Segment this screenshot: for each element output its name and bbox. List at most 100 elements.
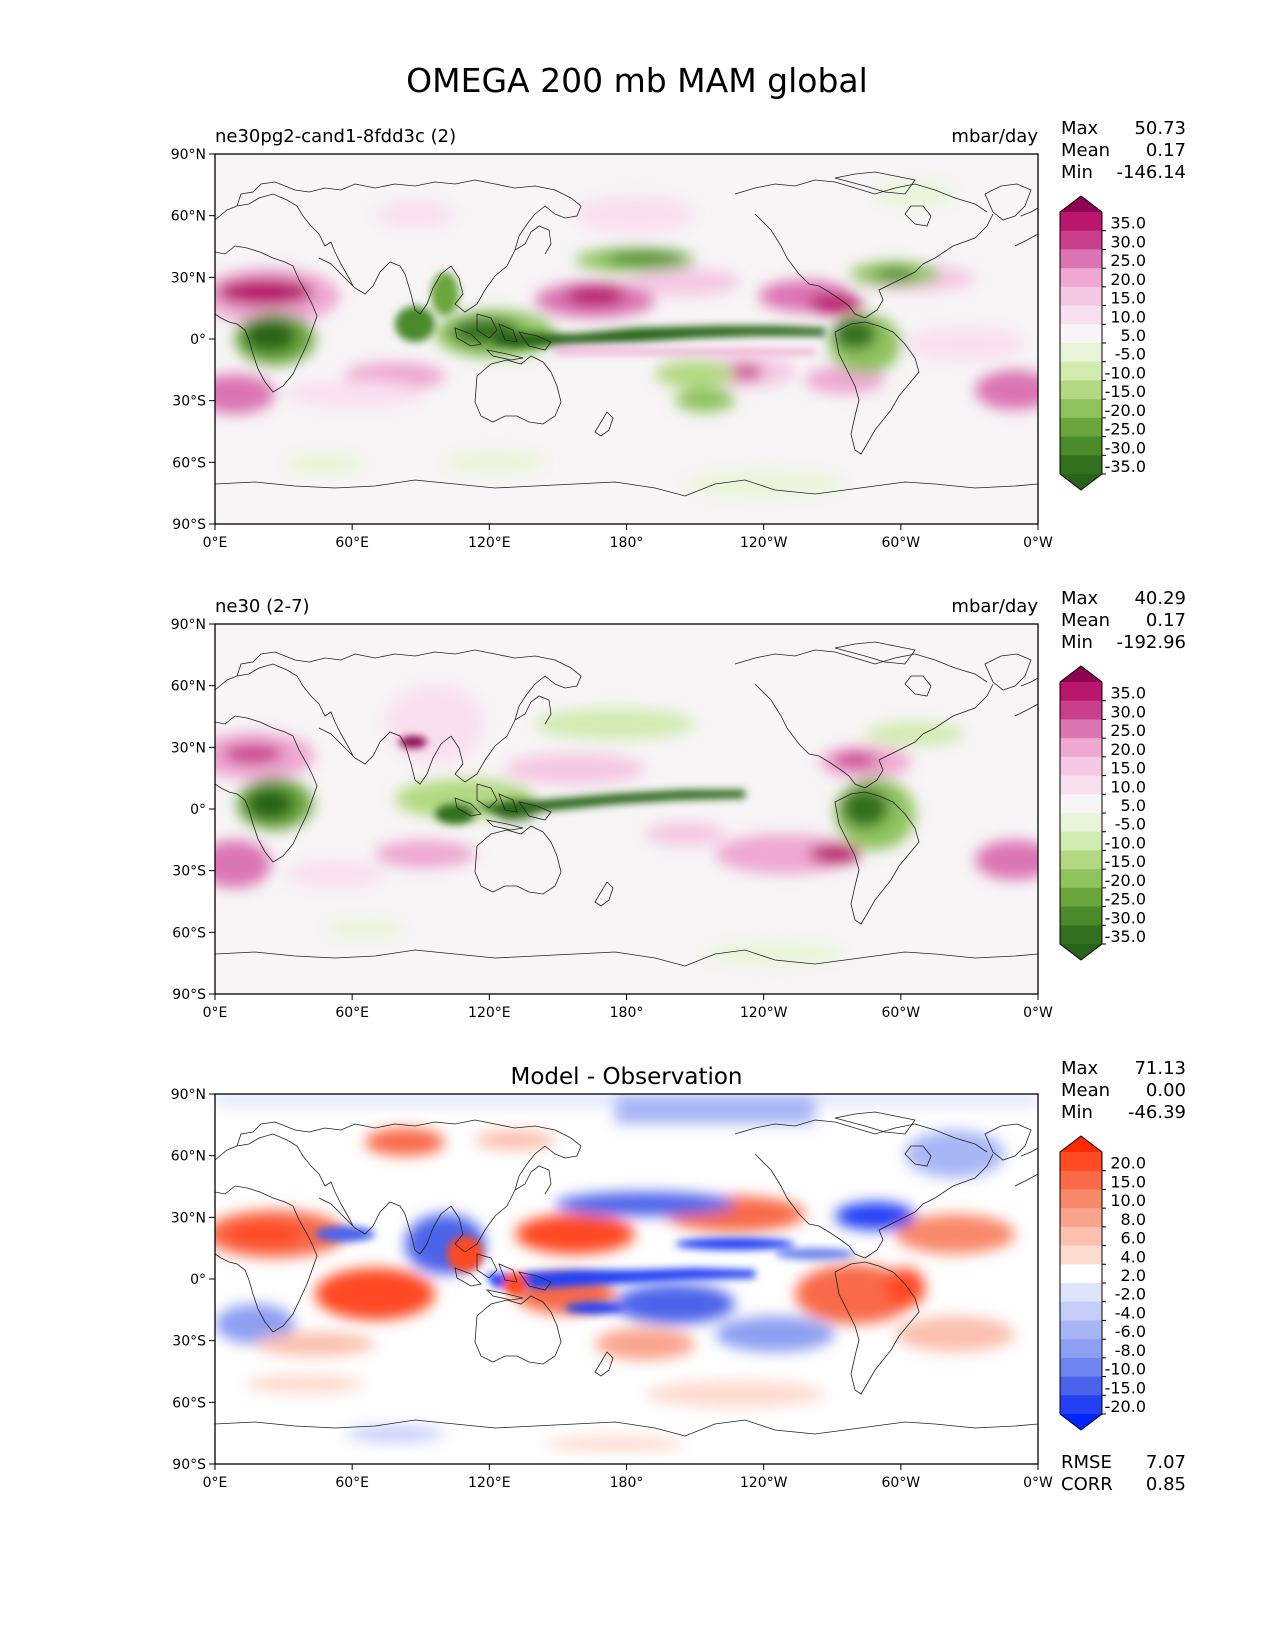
colorbar-tick-label: -15.0 [1105,852,1146,871]
colorbar-tick-label: -6.0 [1115,1322,1146,1341]
panel-title-left: ne30 (2-7) [215,596,310,617]
colorbar-tick-label: 6.0 [1121,1229,1146,1248]
colorbar-tick-label: 10.0 [1110,777,1146,796]
colorbar-tick-label: 35.0 [1110,684,1146,703]
panels: ne30pg2-cand1-8fdd3c (2) mbar/day 90°N 60°N… [171,118,1186,1495]
colorbar-tick-label: 20.0 [1110,1154,1146,1173]
lon-tick-label: 0°W [1023,1475,1053,1491]
stat-value: 0.17 [1146,610,1186,631]
map-area [214,1093,1039,1465]
colorbar-tick-label: -5.0 [1115,345,1146,364]
colorbar-tick-label: -20.0 [1105,871,1146,890]
colorbar-tick-label: -15.0 [1105,1378,1146,1397]
stat-label: Mean [1061,1080,1110,1101]
lat-tick-label: 60°N [171,1149,206,1165]
colorbar-tick-label: 30.0 [1110,232,1146,251]
lon-tick-label: 60°W [881,1475,920,1491]
colorbar: 35.030.025.020.015.010.05.0-5.0-10.0-15.… [1059,665,1146,961]
colorbar-tick-label: -10.0 [1105,363,1146,382]
lat-tick-label: 90°N [171,1087,206,1103]
stat-value: 0.00 [1146,1080,1186,1101]
lat-tick-label: 0° [190,332,206,348]
map-area [214,623,1039,995]
lon-tick-label: 120°W [740,1005,788,1021]
lon-tick-label: 60°W [881,1005,920,1021]
lon-tick-label: 120°W [740,535,788,551]
colorbar-tick-label: 30.0 [1110,702,1146,721]
stat-label: RMSE [1061,1452,1112,1473]
colorbar-tick-label: -20.0 [1105,1397,1146,1416]
colorbar-tick-label: 15.0 [1110,289,1146,308]
panel-title: Model - Observation [510,1064,742,1090]
map-panel-1: ne30pg2-cand1-8fdd3c (2) mbar/day 90°N 60°N… [171,118,1186,551]
figure-title: OMEGA 200 mb MAM global [406,61,868,100]
lat-tick-label: 30°N [171,1210,206,1226]
stat-value: 0.85 [1146,1474,1186,1495]
stat-value: -46.39 [1128,1102,1186,1123]
lat-tick-label: 90°S [172,987,206,1003]
lat-tick-label: 30°N [171,740,206,756]
stat-value: 7.07 [1146,1452,1186,1473]
colorbar-tick-label: 10.0 [1110,1191,1146,1210]
lat-tick-label: 30°S [172,1334,206,1350]
lat-tick-label: 30°S [172,394,206,410]
colorbar-tick-label: -8.0 [1115,1341,1146,1360]
colorbar-tick-label: 15.0 [1110,759,1146,778]
map-panel-3: Model - Observation 90°N 60°N 30°N 0° 30°S 60°… [171,1058,1186,1495]
lat-tick-label: 0° [190,802,206,818]
lat-tick-label: 90°N [171,617,206,633]
panel-units: mbar/day [951,596,1038,617]
stat-label: Min [1061,1102,1093,1123]
lon-tick-label: 120°E [468,535,511,551]
colorbar-tick-label: 10.0 [1110,307,1146,326]
colorbar-tick-label: -35.0 [1105,457,1146,476]
lat-tick-label: 90°S [172,1457,206,1473]
lon-tick-label: 120°W [740,1475,788,1491]
colorbar-tick-label: -10.0 [1105,1360,1146,1379]
lon-tick-label: 180° [610,1475,644,1491]
stat-label: Max [1061,1058,1099,1079]
colorbar-tick-label: 5.0 [1121,796,1146,815]
colorbar-tick-label: -10.0 [1105,833,1146,852]
colorbar-tick-label: 35.0 [1110,214,1146,233]
colorbar-tick-label: -5.0 [1115,815,1146,834]
lat-tick-label: 90°N [171,147,206,163]
lon-tick-label: 60°W [881,535,920,551]
colorbar-tick-label: -35.0 [1105,927,1146,946]
lon-tick-label: 180° [610,1005,644,1021]
stat-label: Min [1061,632,1093,653]
colorbar-tick-label: -20.0 [1105,401,1146,420]
panel-title-left: ne30pg2-cand1-8fdd3c (2) [215,126,456,147]
stat-value: 71.13 [1134,1058,1186,1079]
stat-value: 0.17 [1146,140,1186,161]
lat-tick-label: 0° [190,1272,206,1288]
lat-tick-label: 60°S [172,455,206,471]
lon-tick-label: 120°E [468,1475,511,1491]
colorbar-tick-label: 25.0 [1110,721,1146,740]
lon-tick-label: 60°E [335,1475,369,1491]
map-area [214,153,1039,525]
colorbar-tick-label: 25.0 [1110,251,1146,270]
lon-tick-label: 120°E [468,1005,511,1021]
stat-label: Min [1061,162,1093,183]
colorbar-tick-label: 5.0 [1121,326,1146,345]
colorbar-tick-label: -25.0 [1105,420,1146,439]
lat-tick-label: 30°S [172,864,206,880]
colorbar-tick-label: -15.0 [1105,382,1146,401]
panel-units: mbar/day [951,126,1038,147]
lon-tick-label: 0°W [1023,535,1053,551]
stat-value: -192.96 [1117,632,1186,653]
stat-label: Mean [1061,610,1110,631]
colorbar-tick-label: 2.0 [1121,1266,1146,1285]
lon-tick-label: 60°E [335,1005,369,1021]
lat-tick-label: 90°S [172,517,206,533]
lat-tick-label: 60°N [171,679,206,695]
colorbar-tick-label: -2.0 [1115,1285,1146,1304]
stat-label: Max [1061,588,1099,609]
lon-tick-label: 180° [610,535,644,551]
colorbar-tick-label: 20.0 [1110,740,1146,759]
stat-label: Mean [1061,140,1110,161]
colorbar-tick-label: -4.0 [1115,1303,1146,1322]
lon-tick-label: 0°E [203,535,228,551]
